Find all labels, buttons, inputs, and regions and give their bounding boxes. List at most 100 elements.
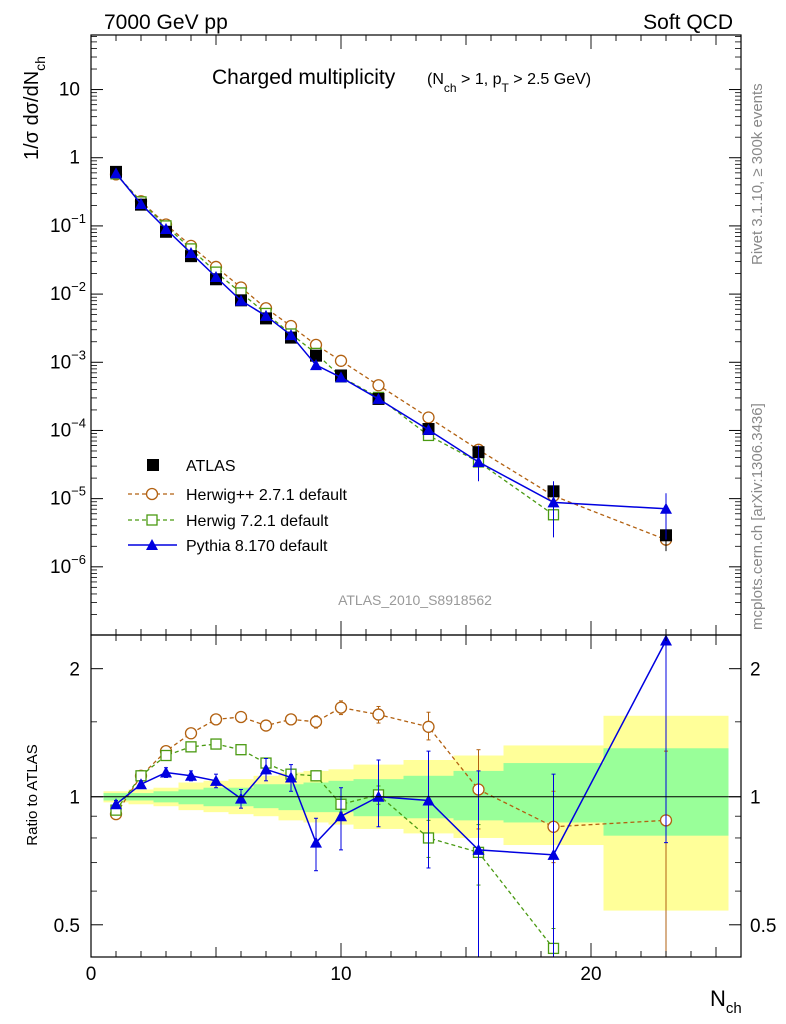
main-ylabel-text: 1/σ dσ/dN (21, 71, 43, 160)
ratio-ytick-label-r-1: 1 (750, 788, 761, 809)
main-point-3-6 (260, 309, 272, 321)
legend-herwigpp-label: Herwig++ 2.7.1 default (186, 487, 348, 504)
main-line-2 (115, 173, 554, 516)
main-ytick-label-3: 10−2 (50, 279, 86, 305)
main-ytick-label-7: 10−6 (50, 552, 86, 578)
ratio-point-2-13 (547, 848, 560, 860)
main-point-3-0 (110, 167, 122, 179)
ratio-point-1-8 (310, 770, 322, 782)
x-axis-label: Nch (710, 986, 742, 1017)
ratio-point-1-3 (185, 741, 197, 753)
legend-herwigpp-marker (145, 487, 159, 501)
main-point-3-2 (160, 223, 172, 235)
band-inner-8 (303, 782, 329, 813)
ratio-point-2-0 (110, 798, 122, 810)
band-inner-6 (253, 784, 279, 809)
legend-pythia-marker (146, 539, 158, 550)
ratio-point-0-6 (259, 719, 273, 732)
ratio-point-2-11 (422, 794, 435, 806)
ratio-point-2-7 (285, 771, 297, 783)
main-point-3-4 (210, 271, 222, 283)
main-ylabel-sub: ch (32, 56, 48, 71)
analysis-id: ATLAS_2010_S8918562 (338, 592, 492, 608)
legend-atlas-marker (147, 459, 159, 471)
x-tick-label-2: 20 (580, 964, 601, 985)
ratio-point-2-9 (335, 810, 347, 822)
header-left: 7000 GeV pp (104, 11, 228, 34)
main-point-3-1 (135, 197, 147, 209)
main-point-3-7 (285, 329, 297, 341)
main-ytick-label-0: 10 (59, 80, 80, 101)
ratio-ylabel: Ratio to ATLAS (24, 744, 41, 845)
ratio-point-0-10 (372, 708, 385, 721)
main-point-3-8 (310, 359, 322, 371)
main-ytick-label-4: 10−3 (50, 347, 86, 373)
legend-herwig7-label: Herwig 7.2.1 default (186, 513, 329, 530)
ratio-point-1-5 (235, 744, 247, 756)
title-cut1-pre: (N (427, 71, 444, 88)
ratio-point-2-12 (472, 843, 485, 855)
main-point-3-5 (235, 294, 247, 306)
legend-entry-atlas: ATLAS (147, 458, 236, 475)
main-point-3-9 (335, 371, 347, 383)
ratio-point-0-9 (334, 701, 348, 714)
ratio-uncertainty-band (103, 715, 729, 911)
main-ytick-label-1: 1 (69, 148, 80, 169)
legend: ATLAS Herwig++ 2.7.1 default Herwig 7.2.… (128, 458, 348, 555)
main-point-1-11 (422, 411, 435, 424)
x-label-sub: ch (726, 1000, 742, 1017)
header-right: Soft QCD (643, 11, 733, 34)
ratio-ytick-label-r-2: 2 (750, 660, 761, 681)
ratio-point-2-8 (310, 836, 322, 848)
legend-herwig7-marker (146, 514, 158, 526)
main-point-0-8 (310, 349, 322, 362)
ratio-ytick-label-l-2: 2 (69, 660, 80, 681)
ratio-point-2-4 (210, 774, 222, 786)
title-cut2-post: > 2.5 GeV) (509, 71, 591, 88)
main-title: Charged multiplicity (Nch > 1, pT > 2.5 … (212, 66, 591, 95)
title-cut2-sub: T (502, 81, 510, 95)
legend-entry-pythia: Pythia 8.170 default (128, 538, 328, 555)
x-tick-label-1: 10 (330, 964, 351, 985)
ratio-point-0-11 (422, 720, 435, 733)
ratio-point-0-4 (209, 713, 223, 726)
title-cut1: (Nch > 1, pT > 2.5 GeV) (427, 71, 591, 95)
main-point-3-11 (422, 423, 435, 435)
ratio-point-2-6 (260, 763, 272, 775)
ratio-ytick-label-r-0: 0.5 (750, 916, 776, 937)
legend-atlas-label: ATLAS (186, 458, 236, 475)
ratio-point-1-4 (210, 738, 222, 750)
main-panel (109, 165, 673, 552)
title-main: Charged multiplicity (212, 66, 396, 89)
legend-pythia-label: Pythia 8.170 default (186, 538, 328, 555)
main-point-3-10 (372, 392, 385, 404)
ratio-panel (91, 634, 741, 958)
ratio-point-2-2 (160, 766, 172, 778)
ratio-point-2-1 (135, 778, 147, 790)
axes: 10 1 10−1 10−2 10−3 10−4 10−5 10−6 0 10 20 0.5 0.5 1 1… (50, 34, 776, 985)
ratio-point-1-2 (160, 749, 172, 762)
rivet-label: Rivet 3.1.10, ≥ 300k events (749, 83, 766, 265)
ratio-point-0-5 (234, 710, 248, 724)
main-point-1-9 (334, 354, 348, 367)
ratio-point-0-3 (184, 727, 198, 740)
legend-entry-herwig7: Herwig 7.2.1 default (128, 513, 329, 530)
main-point-3-3 (185, 247, 197, 259)
title-cut1-post: > 1, p (457, 71, 502, 88)
title-cut1-sub: ch (444, 81, 457, 95)
ratio-ytick-label-l-1: 1 (69, 788, 80, 809)
legend-entry-herwigpp: Herwig++ 2.7.1 default (128, 487, 348, 504)
mcplots-label: mcplots.cern.ch [arXiv:1306.3436] (749, 403, 766, 630)
x-tick-label-0: 0 (86, 964, 97, 985)
ratio-point-2-3 (185, 769, 197, 781)
main-line-1 (115, 173, 667, 541)
main-ylabel: 1/σ dσ/dNch (21, 56, 48, 160)
ratio-point-2-5 (235, 792, 247, 804)
main-ytick-label-2: 10−1 (50, 211, 86, 237)
ratio-point-0-8 (309, 715, 323, 728)
ratio-ytick-label-l-0: 0.5 (54, 916, 80, 937)
x-label-text: N (710, 986, 726, 1011)
main-ytick-label-6: 10−5 (50, 484, 86, 510)
main-ytick-label-5: 10−4 (50, 415, 86, 441)
